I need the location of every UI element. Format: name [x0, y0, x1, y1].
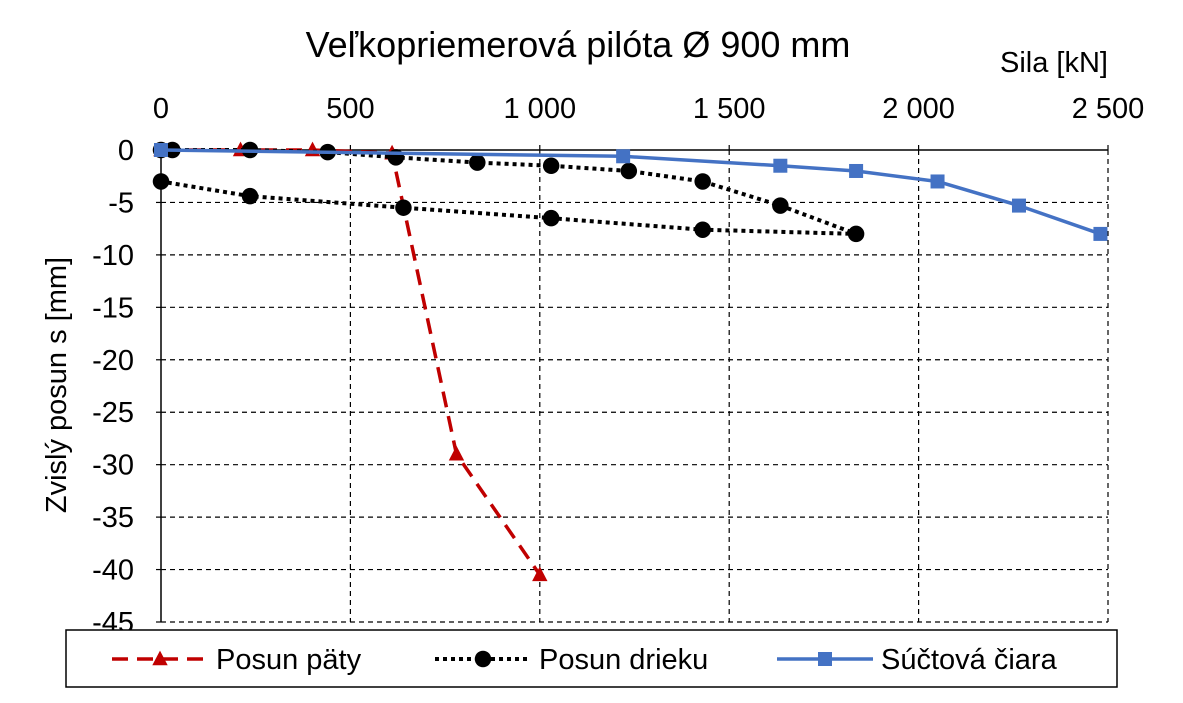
data-point	[694, 221, 711, 238]
y-tick-labels: 0-5-10-15-20-25-30-35-40-45	[92, 135, 161, 639]
y-tick-label: -30	[92, 450, 134, 482]
data-point	[849, 163, 864, 178]
y-tick-label: -35	[92, 502, 134, 534]
data-point	[469, 154, 486, 171]
chart-title: Veľkopriemerová pilóta Ø 900 mm	[306, 24, 851, 65]
legend-item-3: Súčtová čiara	[777, 644, 1058, 676]
data-point	[620, 162, 638, 180]
data-point	[241, 187, 259, 205]
data-point	[154, 143, 168, 157]
data-point	[152, 173, 170, 190]
data-point	[395, 199, 412, 216]
y-tick-label: -40	[92, 555, 134, 587]
series-line	[160, 148, 1101, 236]
data-point	[448, 445, 465, 461]
legend-item-2: Posun drieku	[435, 644, 708, 676]
legend-marker	[818, 652, 832, 666]
data-point	[616, 149, 631, 164]
y-tick-label: 0	[118, 135, 134, 167]
y-tick-label: -10	[92, 240, 134, 272]
x-tick-labels: 0 500 1 000 1 500 2 000 2 500	[153, 93, 1144, 150]
y-axis-title: Zvislý posun s [mm]	[41, 257, 73, 513]
legend-marker	[474, 650, 492, 668]
y-tick-label: -25	[92, 397, 134, 429]
axis-layer	[160, 149, 1108, 622]
legend-label: Súčtová čiara	[881, 644, 1058, 676]
data-point	[1093, 226, 1108, 241]
x-tick-label: 1 000	[504, 93, 577, 125]
data-point	[847, 225, 865, 243]
series-3	[154, 143, 1108, 241]
data-point	[694, 173, 711, 190]
legend-label: Posun drieku	[539, 644, 708, 676]
series-line	[161, 148, 542, 576]
legend: Posun päty Posun drieku Súčtová čiara	[65, 629, 1118, 688]
data-point	[772, 197, 789, 214]
x-tick-label: 2 500	[1072, 93, 1145, 125]
series-line	[160, 148, 859, 236]
x-tick-label: 0	[153, 93, 169, 125]
legend-frame	[65, 629, 1118, 688]
y-tick-label: -20	[92, 345, 134, 377]
series-2	[152, 141, 865, 243]
y-tick-label: -15	[92, 292, 134, 324]
legend-label: Posun päty	[216, 644, 362, 676]
x-axis-title: Sila [kN]	[1000, 47, 1108, 79]
x-tick-label: 2 000	[882, 93, 955, 125]
legend-marker	[152, 650, 168, 666]
data-point	[773, 158, 788, 173]
series-layer	[152, 141, 1108, 582]
data-point	[532, 566, 548, 582]
grid-layer	[161, 150, 1109, 623]
x-tick-label: 500	[326, 93, 374, 125]
data-point	[1011, 198, 1026, 213]
data-point	[542, 209, 560, 227]
y-tick-label: -5	[108, 187, 134, 219]
x-tick-label: 1 500	[693, 93, 766, 125]
data-point	[542, 157, 560, 174]
data-point	[930, 174, 945, 189]
legend-item-1: Posun päty	[112, 644, 362, 676]
